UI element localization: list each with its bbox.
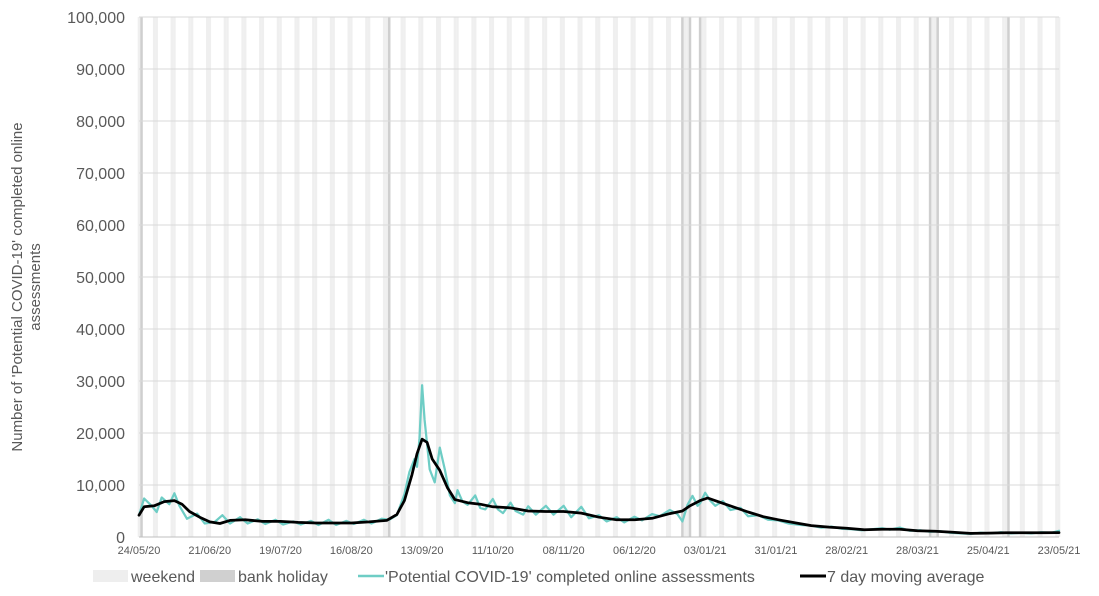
y-tick-label: 0 <box>116 530 125 547</box>
legend-label: 'Potential COVID-19' completed online as… <box>385 569 755 586</box>
x-tick-label: 06/12/20 <box>613 545 656 557</box>
x-tick-label: 03/01/21 <box>684 545 727 557</box>
x-tick-label: 13/09/20 <box>401 545 444 557</box>
x-tick-label: 19/07/20 <box>259 545 302 557</box>
x-tick-label: 23/05/21 <box>1038 545 1081 557</box>
legend-label: 7 day moving average <box>827 569 985 586</box>
legend-label: weekend <box>130 569 195 586</box>
y-tick-label: 40,000 <box>76 322 125 339</box>
y-tick-label: 80,000 <box>76 114 125 131</box>
y-axis-label-line-1: Number of 'Potential COVID-19' completed… <box>9 122 26 451</box>
y-axis-tick-labels: 0 10,000 20,000 30,000 40,000 50,000 60,000 70,… <box>67 10 125 547</box>
y-tick-label: 10,000 <box>76 478 125 495</box>
series-line-7-day-average <box>137 437 1061 535</box>
x-tick-label: 24/05/20 <box>118 545 161 557</box>
x-axis-tick-labels: 24/05/20 21/06/20 19/07/20 16/08/20 13/09/20… <box>118 545 1081 557</box>
chart-series <box>137 384 1061 536</box>
horizontal-gridlines <box>139 16 1059 486</box>
y-tick-label: 90,000 <box>76 62 125 79</box>
legend-swatch-bank-holiday <box>200 570 235 582</box>
x-tick-label: 31/01/21 <box>755 545 798 557</box>
x-tick-label: 11/10/20 <box>472 545 514 557</box>
legend-swatch-weekend <box>93 570 128 582</box>
x-tick-label: 21/06/20 <box>188 545 231 557</box>
y-tick-label: 70,000 <box>76 166 125 183</box>
x-tick-label: 28/03/21 <box>896 545 939 557</box>
y-tick-label: 50,000 <box>76 270 125 287</box>
legend: weekend bank holiday 'Potential COVID-19' … <box>93 569 985 586</box>
x-tick-label: 16/08/20 <box>330 545 373 557</box>
y-tick-label: 30,000 <box>76 374 125 391</box>
legend-label: bank holiday <box>238 569 328 586</box>
y-tick-label: 100,000 <box>67 10 125 27</box>
y-axis-label-line-2: assessments <box>27 243 44 331</box>
x-tick-label: 08/11/20 <box>543 545 585 557</box>
y-tick-label: 60,000 <box>76 218 125 235</box>
x-tick-label: 28/02/21 <box>825 545 868 557</box>
y-tick-label: 20,000 <box>76 426 125 443</box>
x-tick-label: 25/04/21 <box>967 545 1010 557</box>
